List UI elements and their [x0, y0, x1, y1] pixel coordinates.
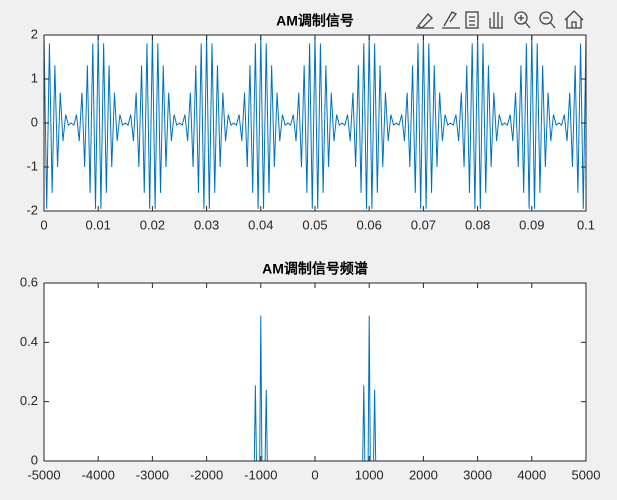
- x-tick-label: 2000: [409, 467, 438, 482]
- toolbar: [416, 10, 584, 29]
- zoom-in-icon[interactable]: [514, 11, 528, 25]
- brush-icon[interactable]: [416, 13, 434, 29]
- x-tick-label: 0.09: [519, 217, 544, 232]
- plot-content: [44, 35, 586, 209]
- x-tick-label: 0.05: [302, 217, 327, 232]
- y-tick-label: 0.4: [20, 334, 38, 349]
- x-tick-label: 0.03: [194, 217, 219, 232]
- legend-icon[interactable]: [465, 11, 479, 29]
- x-tick-label: -5000: [27, 467, 60, 482]
- x-tick-label: 0.07: [411, 217, 436, 232]
- x-tick-label: 0.04: [248, 217, 273, 232]
- x-tick-label: 4000: [517, 467, 546, 482]
- legend-icon-lines: [469, 16, 475, 26]
- x-tick-label: 3000: [463, 467, 492, 482]
- axes-box: [43, 34, 587, 212]
- x-tick-label: -4000: [82, 467, 115, 482]
- chart-title: AM调制信号频谱: [262, 261, 368, 277]
- zoom-in-icon-detail: [518, 15, 531, 29]
- x-tick-label: -2000: [190, 467, 223, 482]
- zoom-out-icon-detail: [543, 17, 556, 29]
- data-tip-icon[interactable]: [442, 11, 460, 29]
- home-icon[interactable]: [564, 10, 584, 29]
- y-tick-label: -1: [26, 158, 38, 173]
- y-tick-label: 0.6: [20, 274, 38, 289]
- y-tick-label: -2: [26, 202, 38, 217]
- x-tick-label: 0.06: [357, 217, 382, 232]
- x-tick-label: 0.08: [465, 217, 490, 232]
- axes: 0 0.01 0.02 0.03 0.04 0.05 0.06 0.07 0.08 0.09 0.1…: [26, 13, 595, 233]
- plot-area: [44, 283, 586, 461]
- x-tick-label: 0: [311, 467, 318, 482]
- y-tick-label: 0: [31, 114, 38, 129]
- y-tick-label: 2: [31, 26, 38, 41]
- x-tick-label: 5000: [572, 467, 601, 482]
- x-tick-label: 0.01: [86, 217, 111, 232]
- zoom-out-icon[interactable]: [539, 11, 553, 25]
- x-tick-label: 1000: [355, 467, 384, 482]
- x-tick-label: -1000: [244, 467, 277, 482]
- data-line: [44, 35, 586, 209]
- chart-title: AM调制信号: [276, 13, 354, 29]
- pan-icon[interactable]: [489, 12, 503, 29]
- x-tick-label: -3000: [136, 467, 169, 482]
- y-tick-label: 1: [31, 70, 38, 85]
- axes-box: [43, 282, 587, 462]
- axes: -5000 -4000 -3000 -2000 -1000 0 1000 2000 3000 40…: [20, 261, 601, 483]
- y-tick-label: 0: [31, 452, 38, 467]
- x-tick-label: 0.02: [140, 217, 165, 232]
- x-tick-label: 0: [40, 217, 47, 232]
- y-tick-label: 0.2: [20, 393, 38, 408]
- x-tick-label: 0.1: [577, 217, 595, 232]
